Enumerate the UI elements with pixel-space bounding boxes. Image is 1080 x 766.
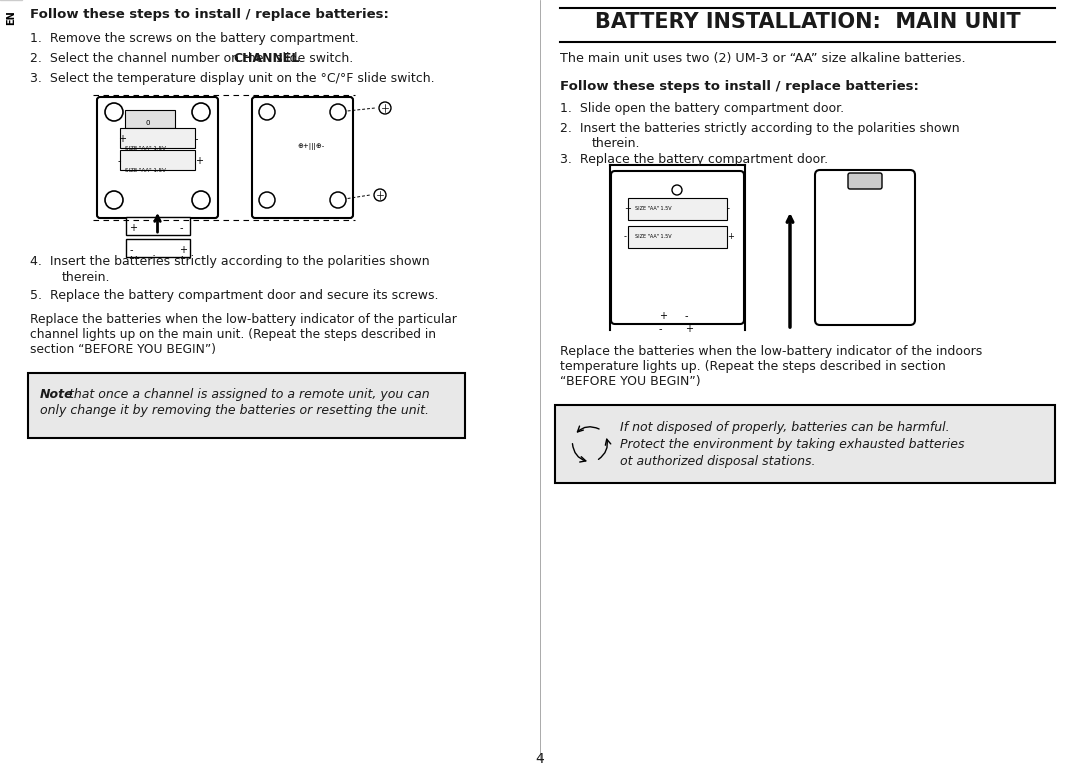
Text: Protect the environment by taking exhausted batteries: Protect the environment by taking exhaus… xyxy=(620,438,964,451)
Text: Replace the batteries when the low-battery indicator of the indoors: Replace the batteries when the low-batte… xyxy=(561,345,982,358)
Circle shape xyxy=(259,104,275,120)
Text: 1.  Slide open the battery compartment door.: 1. Slide open the battery compartment do… xyxy=(561,102,845,115)
Text: Note: Note xyxy=(40,388,73,401)
Text: -: - xyxy=(727,204,730,213)
Text: Follow these steps to install / replace batteries:: Follow these steps to install / replace … xyxy=(30,8,389,21)
Text: section “BEFORE YOU BEGIN”): section “BEFORE YOU BEGIN”) xyxy=(30,343,216,356)
Text: BATTERY INSTALLATION:  MAIN UNIT: BATTERY INSTALLATION: MAIN UNIT xyxy=(595,12,1021,32)
Text: “BEFORE YOU BEGIN”): “BEFORE YOU BEGIN”) xyxy=(561,375,701,388)
Bar xyxy=(28,373,465,438)
Text: SIZE "AA" 1.5V: SIZE "AA" 1.5V xyxy=(635,234,672,239)
Circle shape xyxy=(192,191,210,209)
FancyBboxPatch shape xyxy=(848,173,882,189)
Circle shape xyxy=(330,192,346,208)
Bar xyxy=(125,239,189,257)
Bar xyxy=(627,226,727,248)
Text: +: + xyxy=(727,232,734,241)
Text: 0: 0 xyxy=(146,120,150,126)
Text: 4: 4 xyxy=(536,752,544,766)
Text: only change it by removing the batteries or resetting the unit.: only change it by removing the batteries… xyxy=(40,404,429,417)
Bar xyxy=(555,405,1055,483)
Circle shape xyxy=(105,191,123,209)
Text: -: - xyxy=(195,134,199,144)
Text: therein.: therein. xyxy=(592,137,640,150)
Text: +: + xyxy=(195,156,203,166)
Text: 3.  Replace the battery compartment door.: 3. Replace the battery compartment door. xyxy=(561,153,828,166)
Text: ot authorized disposal stations.: ot authorized disposal stations. xyxy=(620,455,815,468)
Text: 5.  Replace the battery compartment door and secure its screws.: 5. Replace the battery compartment door … xyxy=(30,289,438,302)
Text: -: - xyxy=(659,324,662,334)
Text: -: - xyxy=(685,311,689,321)
Circle shape xyxy=(379,102,391,114)
Circle shape xyxy=(192,103,210,121)
FancyBboxPatch shape xyxy=(97,97,218,218)
Text: 3.  Select the temperature display unit on the °C/°F slide switch.: 3. Select the temperature display unit o… xyxy=(30,72,434,85)
Text: 4.  Insert the batteries strictly according to the polarities shown: 4. Insert the batteries strictly accordi… xyxy=(30,255,430,268)
Text: SIZE "AA" 1.5V: SIZE "AA" 1.5V xyxy=(125,168,166,173)
Text: that once a channel is assigned to a remote unit, you can: that once a channel is assigned to a rem… xyxy=(65,388,430,401)
Text: +: + xyxy=(659,311,667,321)
Text: -: - xyxy=(179,223,183,233)
Text: 1.  Remove the screws on the battery compartment.: 1. Remove the screws on the battery comp… xyxy=(30,32,359,45)
Text: therein.: therein. xyxy=(62,271,110,284)
Text: Replace the batteries when the low-battery indicator of the particular: Replace the batteries when the low-batte… xyxy=(30,313,457,326)
Circle shape xyxy=(105,103,123,121)
Bar xyxy=(120,128,195,148)
Bar xyxy=(627,198,727,220)
Text: +: + xyxy=(118,134,126,144)
Text: EN: EN xyxy=(6,11,16,25)
Text: 2.  Select the channel number on the: 2. Select the channel number on the xyxy=(30,52,268,65)
Text: The main unit uses two (2) UM-3 or “AA” size alkaline batteries.: The main unit uses two (2) UM-3 or “AA” … xyxy=(561,52,966,65)
Circle shape xyxy=(672,185,681,195)
FancyBboxPatch shape xyxy=(611,171,744,324)
Text: If not disposed of properly, batteries can be harmful.: If not disposed of properly, batteries c… xyxy=(620,421,949,434)
Text: channel lights up on the main unit. (Repeat the steps described in: channel lights up on the main unit. (Rep… xyxy=(30,328,436,341)
Text: +: + xyxy=(685,324,693,334)
Circle shape xyxy=(374,189,386,201)
Text: +: + xyxy=(179,245,188,255)
Text: 2.  Insert the batteries strictly according to the polarities shown: 2. Insert the batteries strictly accordi… xyxy=(561,122,960,135)
Bar xyxy=(120,150,195,170)
Text: -: - xyxy=(118,156,121,166)
Text: temperature lights up. (Repeat the steps described in section: temperature lights up. (Repeat the steps… xyxy=(561,360,946,373)
Bar xyxy=(125,110,175,128)
Text: CHANNEL: CHANNEL xyxy=(233,52,300,65)
Text: SIZE "AA" 1.5V: SIZE "AA" 1.5V xyxy=(635,206,672,211)
Text: +: + xyxy=(130,223,137,233)
Circle shape xyxy=(330,104,346,120)
Text: -: - xyxy=(624,232,627,241)
Text: SIZE "AA" 1.5V: SIZE "AA" 1.5V xyxy=(125,146,166,151)
Circle shape xyxy=(259,192,275,208)
Bar xyxy=(125,217,189,235)
Text: slide switch.: slide switch. xyxy=(272,52,353,65)
FancyBboxPatch shape xyxy=(815,170,915,325)
FancyBboxPatch shape xyxy=(252,97,353,218)
Text: Follow these steps to install / replace batteries:: Follow these steps to install / replace … xyxy=(561,80,919,93)
Text: ⊕+|||⊕-: ⊕+|||⊕- xyxy=(297,143,325,150)
Text: -: - xyxy=(130,245,133,255)
Text: +: + xyxy=(624,204,631,213)
